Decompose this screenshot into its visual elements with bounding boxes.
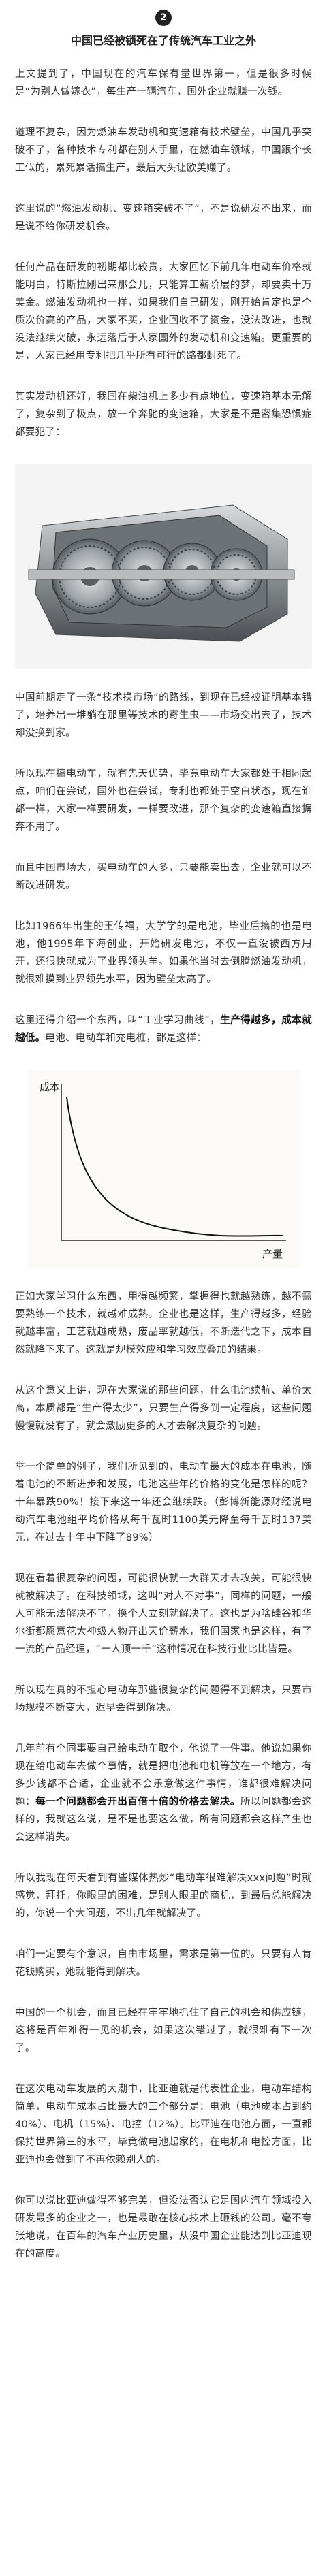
gearbox-photo	[15, 464, 312, 669]
paragraph: 举一个简单的例子，我们所见到的，电动车最大的成本在电池，随着电池的不断进步和发展…	[15, 1458, 312, 1547]
paragraph: 所以现在搞电动车，就有先天优势，毕竟电动车大家都处于相同起点，咱们在尝试，国外也…	[15, 765, 312, 836]
paragraph: 咱们一定要有个意识，自由市场里，需求是第一位的。只要有人肯花钱购买，她就能得到解…	[15, 1946, 312, 1981]
section-text: 上文提到了，中国现在的汽车保有量世界第一，但是很多时候是“为别人做嫁衣”，每生产…	[15, 65, 312, 441]
paragraph: 所以我现在每天看到有些媒体热炒“电动车很难解决xxx问题”时就感觉，拜托，你眼里…	[15, 1869, 312, 1922]
paragraph: 正如大家学习什么东西，用得越频繁，掌握得也就越熟练，越不需要熟练一个技术，就越难…	[15, 1288, 312, 1359]
text: 所以现在搞电动车，就有先天优势，毕竟电动车大家都处于相同起点，咱们在尝试，国外也…	[15, 769, 312, 833]
paragraph: 这里说的“燃油发动机、变速箱突破不了”，不是说研发不出来，而是说不给你研发机会。	[15, 200, 312, 236]
section-text: 中国前期走了一条“技术换市场”的路线，到现在已经被证明基本错了，培养出一堆躺在那…	[15, 689, 312, 1047]
y-axis-label: 成本	[40, 1081, 60, 1093]
text: 其实发动机还好，我国在柴油机上多少有点地位，变速箱基本无解了，复杂到了极点，放一…	[15, 391, 312, 438]
curve	[66, 1097, 283, 1237]
text: 道理不复杂，因为燃油车发动机和变速箱有技术壁垒，中国几乎突破不了，各种技术专利都…	[15, 127, 312, 174]
paragraph: 从这个意义上讲，现在大家说的那些问题，什么电池续航、单价太高，本质都是“生产得太…	[15, 1382, 312, 1435]
text: 正如大家学习什么东西，用得越频繁，掌握得也就越熟练，越不需要熟练一个技术，就越难…	[15, 1291, 312, 1355]
text: 所以问题都会这样的，我就这么说，是不是也要这么做，所有问题都会这样产生也会这样消…	[15, 1797, 312, 1843]
text: 从这个意义上讲，现在大家说的那些问题，什么电池续航、单价太高，本质都是“生产得太…	[15, 1385, 312, 1432]
text: 电池、电动车和充电桩，都是这样：	[45, 1033, 207, 1044]
paragraph: 在这次电动车发展的大潮中，比亚迪就是代表性企业，电动车结构简单，电动车成本占比最…	[15, 2080, 312, 2169]
text: 这里说的“燃油发动机、变速箱突破不了”，不是说研发不出来，而是说不给你研发机会。	[15, 204, 312, 232]
paragraph: 道理不复杂，因为燃油车发动机和变速箱有技术壁垒，中国几乎突破不了，各种技术专利都…	[15, 124, 312, 177]
section-title: 中国已经被锁死在了传统汽车工业之外	[70, 34, 256, 47]
paragraph: 其实发动机还好，我国在柴油机上多少有点地位，变速箱基本无解了，复杂到了极点，放一…	[15, 388, 312, 441]
text: 任何产品在研发的初期都比较贵，大家回忆下前几年电动车价格就能明白，特斯拉刚出来那…	[15, 262, 312, 361]
text: 几年前有个同事要自己给电动车取个，他说了一件事。他说如果你现在给电动车去做个事情…	[15, 1743, 312, 1807]
paragraph: 中国的一个机会，而且已经在牢牢地抓住了自己的机会和供应链，这将是百年难得一见的机…	[15, 2004, 312, 2057]
section-number: 2	[155, 10, 172, 26]
bold-text: 每一个问题都会开出百倍十倍的价格去解决。	[35, 1797, 240, 1807]
paragraph: 所以现在真的不担心电动车那些很复杂的问题得不到解决，只要市场规模不断变大，迟早会…	[15, 1681, 312, 1717]
text: 在这次电动车发展的大潮中，比亚迪就是代表性企业，电动车结构简单，电动车成本占比最…	[15, 2084, 312, 2166]
paragraph: 几年前有个同事要自己给电动车取个，他说了一件事。他说如果你现在给电动车去做个事情…	[15, 1740, 312, 1846]
paragraph: 中国前期走了一条“技术换市场”的路线，到现在已经被证明基本错了，培养出一堆躺在那…	[15, 689, 312, 742]
text: 所以现在真的不担心电动车那些很复杂的问题得不到解决，只要市场规模不断变大，迟早会…	[15, 1685, 312, 1713]
text: 上文提到了，中国现在的汽车保有量世界第一，但是很多时候是“为别人做嫁衣”，每生产…	[15, 69, 312, 97]
paragraph: 上文提到了，中国现在的汽车保有量世界第一，但是很多时候是“为别人做嫁衣”，每生产…	[15, 65, 312, 101]
paragraph: 而且中国市场大，买电动车的人多，只要能卖出去，企业就可以不断改进研发。	[15, 859, 312, 895]
text: 中国前期走了一条“技术换市场”的路线，到现在已经被证明基本错了，培养出一堆躺在那…	[15, 692, 312, 739]
paragraph: 你可以说比亚迪做得不够完美，但没法否认它是国内汽车领域投入研发最多的企业之一，也…	[15, 2192, 312, 2263]
paragraph: 比如1966年出生的王传福，大学学的是电池，毕业后搞的也是电池，他1995年下海…	[15, 918, 312, 988]
text: 举一个简单的例子，我们所见到的，电动车最大的成本在电池，随着电池的不断进步和发展…	[15, 1462, 312, 1543]
paragraph: 这里还得介绍一个东西，叫“工业学习曲线”，生产得越多，成本就越低。电池、电动车和…	[15, 1012, 312, 1047]
learning-curve: 成本 产量	[27, 1070, 300, 1268]
bold-text: 生产得越多，成本就越低。	[15, 1015, 313, 1044]
x-axis-label: 产量	[262, 1248, 283, 1260]
text: 咱们一定要有个意识，自由市场里，需求是第一位的。只要有人肯花钱购买，她就能得到解…	[15, 1949, 312, 1978]
section-text: 正如大家学习什么东西，用得越频繁，掌握得也就越熟练，越不需要熟练一个技术，就越难…	[15, 1288, 312, 2263]
text: 中国的一个机会，而且已经在牢牢地抓住了自己的机会和供应链，这将是百年难得一见的机…	[15, 2008, 312, 2054]
text: 比如1966年出生的王传福，大学学的是电池，毕业后搞的也是电池，他1995年下海…	[15, 921, 312, 985]
text: 所以我现在每天看到有些媒体热炒“电动车很难解决xxx问题”时就感觉，拜托，你眼里…	[15, 1873, 312, 1919]
text: 而且中国市场大，买电动车的人多，只要能卖出去，企业就可以不断改进研发。	[15, 863, 312, 891]
paragraph: 任何产品在研发的初期都比较贵，大家回忆下前几年电动车价格就能明白，特斯拉刚出来那…	[15, 259, 312, 365]
paragraph: 现在看着很复杂的问题，可能很快就一大群天才去攻关，可能很快就被解决了。在科技领域…	[15, 1570, 312, 1658]
text: 这里还得介绍一个东西，叫“工业学习曲线”，	[15, 1015, 221, 1026]
text: 现在看着很复杂的问题，可能很快就一大群天才去攻关，可能很快就被解决了。在科技领域…	[15, 1573, 312, 1655]
text: 你可以说比亚迪做得不够完美，但没法否认它是国内汽车领域投入研发最多的企业之一，也…	[15, 2195, 312, 2259]
